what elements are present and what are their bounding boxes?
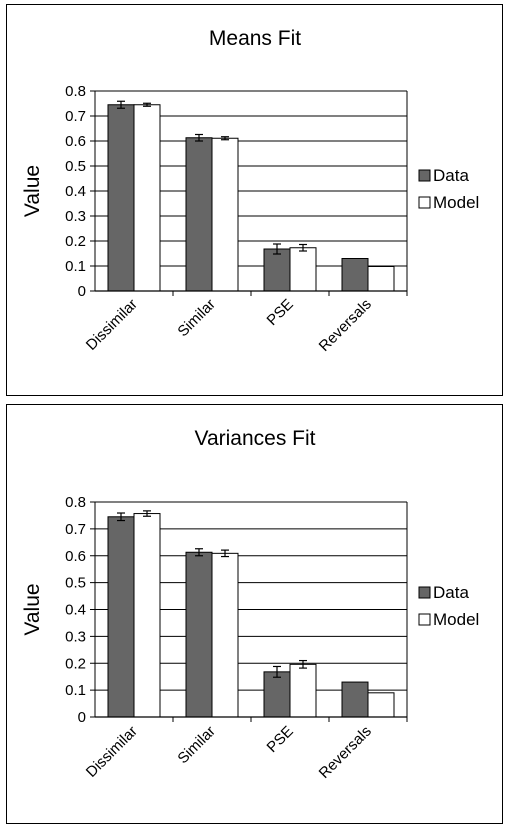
legend-label-data: Data — [433, 583, 469, 602]
y-tick-label: 0.6 — [65, 548, 86, 565]
legend-label-model: Model — [433, 193, 479, 212]
bar-model-reversals — [367, 266, 395, 292]
variances-fit-chart-panel: Variances Fit 0 0.1 0.2 0.3 0.4 0.5 0.6 0.7 0.8 Va… — [6, 404, 503, 824]
bar-data-reversals — [341, 258, 369, 292]
y-tick-label: 0.1 — [65, 682, 86, 699]
y-tick-label: 0.8 — [65, 83, 86, 100]
bar-data-pse — [263, 671, 291, 718]
bar-model-pse — [289, 247, 317, 292]
legend-label-model: Model — [433, 610, 479, 629]
y-tick-label: 0.1 — [65, 258, 86, 275]
legend-swatch-data — [418, 169, 431, 182]
legend-label-data: Data — [433, 166, 469, 185]
bar-model-reversals — [367, 692, 395, 718]
x-tick-label: Reversals — [316, 296, 375, 355]
means-fit-chart: Means Fit 0 0.1 0.2 0.3 0.4 0.5 0.6 0.7 0.8 Value D… — [21, 27, 479, 355]
bar-data-pse — [263, 248, 291, 292]
bar-data-dissimilar — [107, 516, 135, 718]
y-tick-label: 0.4 — [65, 183, 86, 200]
legend-swatch-model — [418, 613, 431, 626]
x-tick-label: PSE — [264, 296, 297, 329]
x-tick-label: Reversals — [316, 723, 375, 782]
x-tick-label: PSE — [264, 723, 297, 756]
legend-swatch-model — [418, 196, 431, 209]
x-tick-label: Dissimilar — [83, 723, 141, 781]
y-tick-label: 0.2 — [65, 233, 86, 250]
x-tick-label: Similar — [174, 296, 218, 340]
y-tick-label: 0.8 — [65, 494, 86, 511]
x-tick-label: Similar — [174, 723, 218, 767]
bar-model-dissimilar — [133, 104, 161, 292]
variances-fit-chart: Variances Fit 0 0.1 0.2 0.3 0.4 0.5 0.6 0.7 0.8 Va… — [21, 427, 479, 782]
y-tick-label: 0.7 — [65, 108, 86, 125]
x-tick-label: Dissimilar — [83, 296, 141, 354]
means-fit-chart-panel: Means Fit 0 0.1 0.2 0.3 0.4 0.5 0.6 0.7 0.8 Value D… — [6, 4, 503, 396]
y-tick-label: 0 — [78, 709, 86, 726]
chart-title: Variances Fit — [195, 427, 316, 450]
y-tick-label: 0.3 — [65, 208, 86, 225]
y-tick-label: 0.7 — [65, 521, 86, 538]
bar-model-pse — [289, 663, 317, 718]
bar-data-dissimilar — [107, 104, 135, 292]
y-axis-label: Value — [21, 583, 44, 635]
y-tick-label: 0.5 — [65, 158, 86, 175]
bar-data-similar — [185, 137, 213, 292]
bar-data-similar — [185, 551, 213, 718]
y-tick-label: 0.5 — [65, 575, 86, 592]
y-tick-label: 0.3 — [65, 628, 86, 645]
bar-model-similar — [211, 137, 239, 292]
chart-title: Means Fit — [209, 27, 301, 50]
y-axis-label: Value — [21, 165, 44, 217]
y-tick-label: 0 — [78, 283, 86, 300]
y-tick-label: 0.2 — [65, 655, 86, 672]
legend-swatch-data — [418, 586, 431, 599]
bar-data-reversals — [341, 681, 369, 718]
y-tick-label: 0.6 — [65, 133, 86, 150]
bar-model-dissimilar — [133, 513, 161, 718]
y-tick-label: 0.4 — [65, 602, 86, 619]
bar-model-similar — [211, 552, 239, 718]
